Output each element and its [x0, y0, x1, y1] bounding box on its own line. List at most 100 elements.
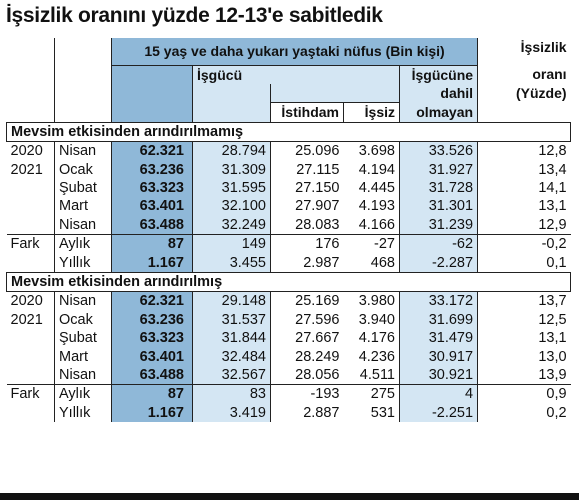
lf-cell: 32.484 [192, 347, 271, 366]
diff-row: Yıllık 1.167 3.455 2.987 468 -2.287 0,1 [6, 253, 571, 273]
emp-cell: 28.249 [295, 348, 340, 365]
month-cell: Mart [54, 197, 112, 216]
notlf-cell: 33.172 [398, 291, 479, 311]
year-cell: 2021 [6, 310, 55, 329]
rate-cell: 0,9 [477, 384, 571, 404]
month-cell: Nisan [54, 215, 112, 235]
lf-cell: 31.844 [192, 328, 271, 348]
pop-cell: 63.236 [111, 160, 193, 179]
lf-cell: 29.148 [192, 291, 271, 311]
month-cell: Ocak [54, 160, 112, 179]
rate-cell: 14,1 [477, 178, 571, 198]
unemployment-table: 15 yaş ve daha yukarı yaştaki nüfus (Bin… [5, 38, 572, 422]
rate-cell: 0,2 [477, 403, 571, 422]
table-row: Nisan 63.488 32.249 28.083 4.166 31.239 12,9 [6, 215, 571, 235]
rate-cell: 12,5 [477, 310, 571, 329]
period-cell: Yıllık [54, 253, 112, 273]
unemp-cell: 4.236 [358, 348, 395, 365]
diff-row: Fark Aylık 87 83 -193 275 4 0,9 [6, 384, 571, 404]
table-row: 2021 Ocak 63.236 31.537 27.596 3.940 31.699 12,… [6, 310, 571, 329]
unemp-cell: 4.193 [358, 198, 395, 215]
emp-cell: 27.596 [295, 311, 340, 328]
emp-cell: 176 [270, 234, 344, 254]
header-not-in-labor-force: İşgücüne [398, 65, 479, 84]
unemp-cell: 468 [370, 254, 395, 271]
pop-cell: 63.323 [111, 178, 193, 198]
pop-cell: 1.167 [111, 253, 193, 273]
unemp-cell: 3.698 [358, 143, 395, 160]
unemp-cell: 3.980 [358, 293, 395, 310]
lf-cell: 3.455 [192, 253, 271, 273]
emp-cell: -193 [270, 384, 344, 404]
year-cell [6, 347, 55, 366]
diff-row: Yıllık 1.167 3.419 2.887 531 -2.251 0,2 [6, 403, 571, 422]
header-rate: İşsizlik [477, 38, 571, 65]
emp-cell: 28.056 [295, 366, 340, 383]
table-row: Mart 63.401 32.100 27.907 4.193 31.301 13,1 [6, 197, 571, 216]
emp-cell: 27.907 [295, 198, 340, 215]
diff-label-cell: Fark [6, 384, 55, 404]
page-title: İşsizlik oranını yüzde 12-13'e sabitledi… [6, 4, 383, 27]
pop-cell: 63.401 [111, 347, 193, 366]
table-row: Şubat 63.323 31.844 27.667 4.176 31.479 13,1 [6, 328, 571, 348]
year-cell: 2020 [6, 291, 55, 311]
month-cell: Şubat [54, 178, 112, 198]
pop-cell: 1.167 [111, 403, 193, 422]
pop-cell: 63.236 [111, 310, 193, 329]
lf-cell: 3.419 [192, 403, 271, 422]
year-cell [6, 328, 55, 348]
table-row: 2020 Nisan 62.321 28.794 25.096 3.698 33.526 12… [6, 141, 571, 161]
pop-cell: 63.488 [111, 215, 193, 235]
header-population: 15 yaş ve daha yukarı yaştaki nüfus (Bin… [110, 38, 479, 66]
notlf-cell: -62 [398, 234, 479, 254]
lf-cell: 32.100 [192, 197, 271, 216]
table-row: Nisan 63.488 32.567 28.056 4.511 30.921 13,9 [6, 365, 571, 385]
rate-cell: 13,0 [477, 347, 571, 366]
month-cell: Şubat [54, 328, 112, 348]
diff-label-cell: Fark [6, 234, 55, 254]
lf-cell: 31.595 [192, 178, 271, 198]
header-unemployed: İşsiz [343, 102, 400, 123]
pop-cell: 63.323 [111, 328, 193, 348]
emp-cell: 28.083 [295, 216, 340, 233]
notlf-cell: 33.526 [398, 141, 479, 161]
unemp-cell: 3.940 [358, 311, 395, 328]
diff-row: Fark Aylık 87 149 176 -27 -62 -0,2 [6, 234, 571, 254]
rate-cell: 13,9 [477, 365, 571, 385]
pop-cell: 87 [111, 384, 193, 404]
lf-cell: 28.794 [192, 141, 271, 161]
header-labor-force: İşgücü [192, 65, 400, 84]
period-cell: Aylık [54, 384, 112, 404]
unemp-cell: 4.194 [358, 161, 395, 178]
notlf-cell: 30.921 [398, 365, 479, 385]
notlf-cell: 31.239 [398, 215, 479, 235]
year-cell [6, 197, 55, 216]
lf-cell: 149 [192, 234, 271, 254]
month-cell: Ocak [54, 310, 112, 329]
year-cell: 2020 [6, 141, 55, 161]
period-cell: Yıllık [54, 403, 112, 422]
year-cell [6, 365, 55, 385]
month-cell: Nisan [54, 365, 112, 385]
bottom-bar [0, 493, 579, 500]
emp-cell: 25.169 [295, 293, 340, 310]
table-row: Mart 63.401 32.484 28.249 4.236 30.917 13,0 [6, 347, 571, 366]
pop-cell: 87 [111, 234, 193, 254]
emp-cell: 27.667 [295, 330, 340, 347]
pop-cell: 62.321 [111, 141, 193, 161]
emp-cell: 2.887 [303, 404, 340, 421]
lf-cell: 31.537 [192, 310, 271, 329]
section-title: Mevsim etkisinden arındırılmış [5, 271, 572, 293]
notlf-cell: 4 [398, 384, 479, 404]
unemp-cell: 275 [343, 384, 400, 404]
table-row: Şubat 63.323 31.595 27.150 4.445 31.728 14,1 [6, 178, 571, 198]
month-cell: Mart [54, 347, 112, 366]
pop-cell: 63.488 [111, 365, 193, 385]
rate-cell: 12,9 [477, 215, 571, 235]
period-cell: Aylık [54, 234, 112, 254]
diff-label-cell [6, 403, 55, 422]
table-row: 2021 Ocak 63.236 31.309 27.115 4.194 31.927 13,… [6, 160, 571, 179]
year-cell: 2021 [6, 160, 55, 179]
unemp-cell: 4.445 [358, 180, 395, 197]
rate-cell: 13,7 [477, 291, 571, 311]
